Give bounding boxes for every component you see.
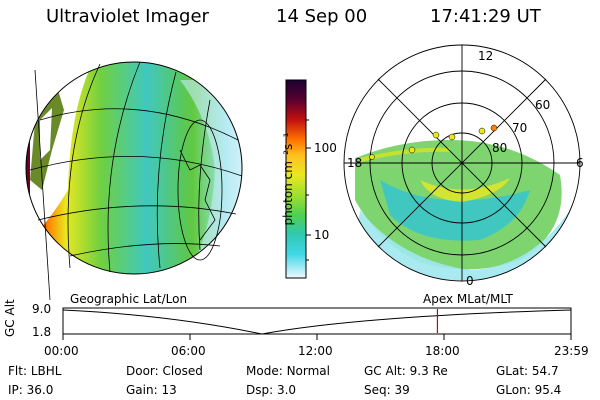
colorbar-label: photon cm⁻²s⁻¹ — [281, 132, 295, 226]
colorbar — [285, 79, 307, 279]
mlt-label-18: 18 — [347, 156, 363, 170]
mlat-label-80: 80 — [492, 141, 508, 155]
status-glat: GLat: 54.7 — [496, 364, 559, 378]
mlat-label-70: 70 — [512, 121, 528, 135]
status-filter: Flt: LBHL — [8, 364, 62, 378]
polar-hotspots — [369, 124, 498, 160]
image-date: 14 Sep 00 — [276, 6, 368, 27]
status-gc-alt: GC Alt: 9.3 Re — [364, 364, 448, 378]
image-time: 17:41:29 UT — [430, 6, 541, 27]
polar-image — [350, 140, 575, 280]
status-gain: Gain: 13 — [126, 383, 177, 397]
apex-caption: Apex MLat/MLT — [423, 292, 513, 306]
geographic-grid — [29, 61, 243, 301]
mlat-label-60: 60 — [535, 98, 551, 112]
mlt-label-0: 0 — [466, 274, 474, 288]
timeline-frame — [62, 307, 572, 335]
mlt-label-12: 12 — [478, 49, 494, 63]
status-mode: Mode: Normal — [246, 364, 330, 378]
timeline-ylabel: GC Alt — [3, 299, 17, 337]
status-glon: GLon: 95.4 — [496, 383, 562, 397]
status-ip: IP: 36.0 — [8, 383, 54, 397]
status-seq: Seq: 39 — [364, 383, 410, 397]
timeline-ytick-high: 9.0 — [32, 302, 52, 316]
polar-grid — [343, 44, 581, 282]
timeline-ytick-low: 1.8 — [32, 325, 52, 339]
altitude-curve — [62, 309, 572, 335]
timeline-xtick-12: 12:00 — [298, 344, 333, 358]
instrument-title: Ultraviolet Imager — [46, 6, 209, 27]
timeline-xtick-24: 23:59 — [554, 344, 589, 358]
colorbar-tick-100: 100 — [314, 141, 337, 155]
timeline-xtick-18: 18:00 — [425, 344, 460, 358]
mlt-label-6: 6 — [576, 156, 584, 170]
timeline-xtick-0: 00:00 — [44, 344, 79, 358]
timeline-xtick-6: 06:00 — [171, 344, 206, 358]
geographic-caption: Geographic Lat/Lon — [70, 292, 188, 306]
geographic-image — [26, 62, 242, 274]
colorbar-tick-10: 10 — [314, 228, 330, 242]
status-dsp: Dsp: 3.0 — [246, 383, 297, 397]
status-door: Door: Closed — [126, 364, 203, 378]
